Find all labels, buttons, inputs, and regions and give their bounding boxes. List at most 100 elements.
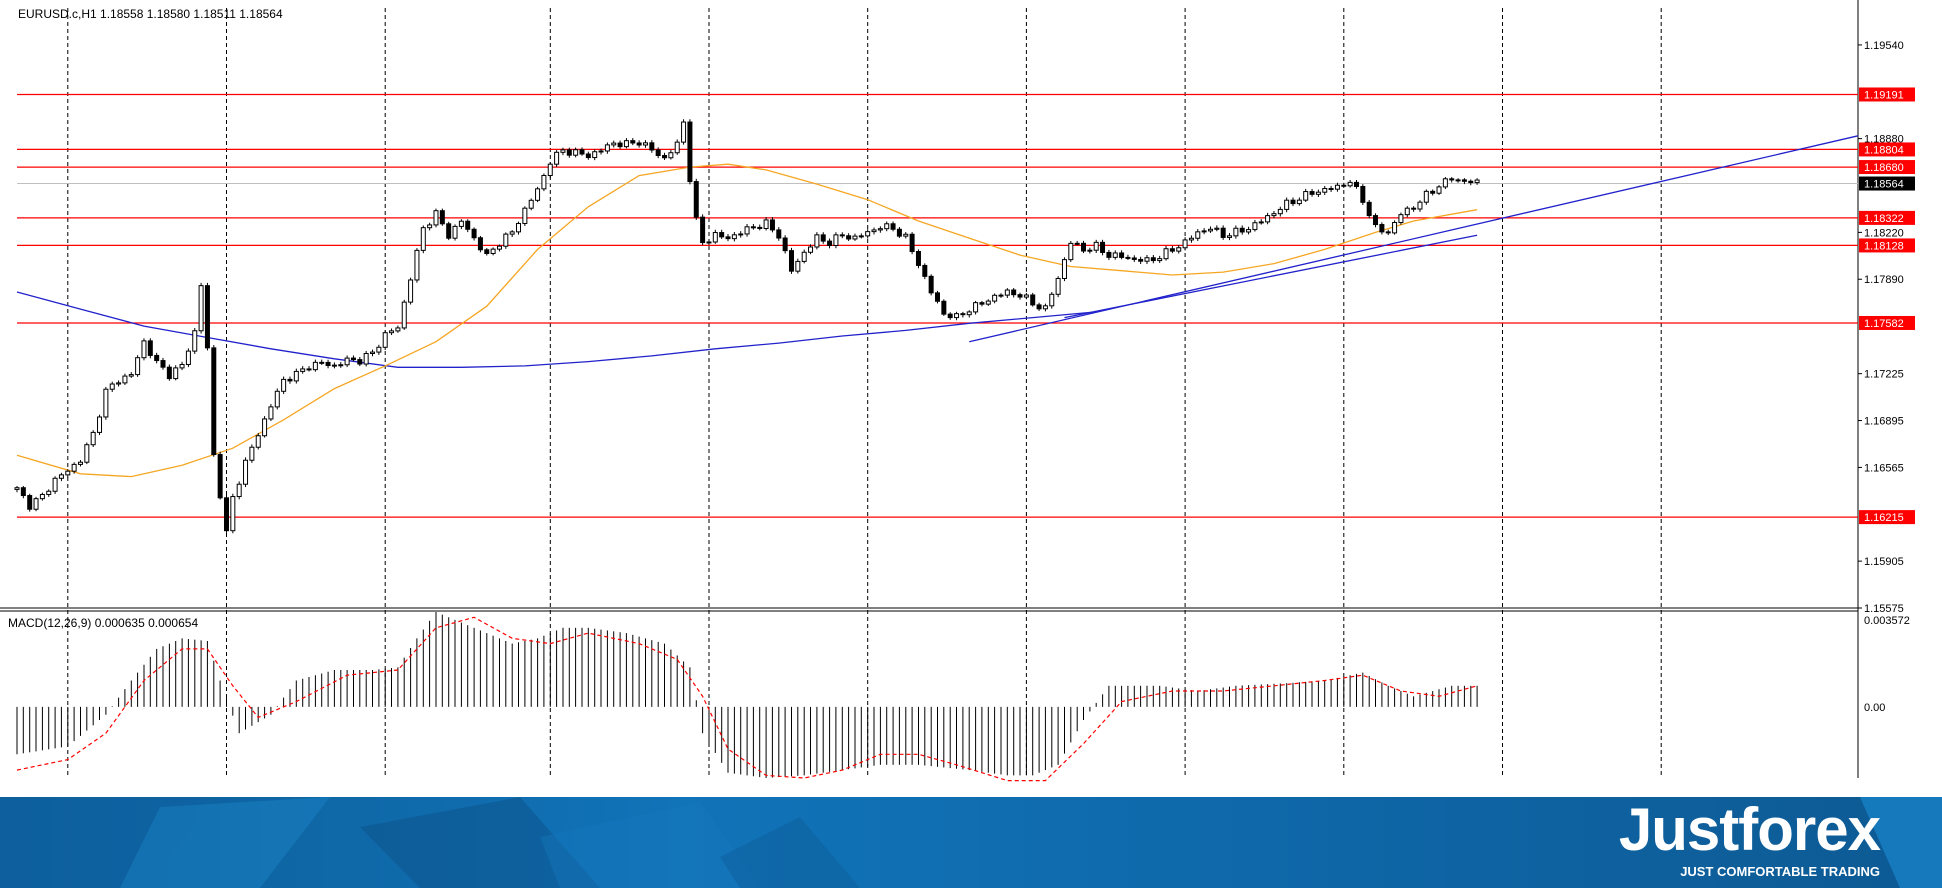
price-tick-label: 1.15575 xyxy=(1864,603,1904,615)
candle-body xyxy=(1404,207,1410,216)
candle-body xyxy=(1277,208,1283,215)
candle-body xyxy=(204,285,210,349)
candle-body xyxy=(293,370,299,382)
candle-body xyxy=(687,121,693,183)
candle-body xyxy=(1017,294,1023,298)
candle-body xyxy=(954,313,960,319)
candle-body xyxy=(1106,251,1112,258)
level-tag-label: 1.18128 xyxy=(1864,240,1904,252)
candle-body xyxy=(1195,231,1201,239)
candle-body xyxy=(1296,199,1302,205)
candle-body xyxy=(915,251,921,266)
level-tag-label: 1.18680 xyxy=(1864,162,1904,174)
candle-body xyxy=(528,199,534,209)
candle-body xyxy=(249,446,255,461)
candle-body xyxy=(827,240,833,246)
candle-body xyxy=(1417,201,1423,210)
candle-body xyxy=(1265,215,1271,223)
candle-body xyxy=(1131,257,1137,260)
candle-body xyxy=(363,352,369,365)
candle-body xyxy=(1411,207,1417,210)
candle-body xyxy=(90,431,96,446)
candle-body xyxy=(1398,214,1404,224)
candle-body xyxy=(1068,242,1074,261)
candle-body xyxy=(1119,252,1125,258)
candle-body xyxy=(173,367,179,380)
macd-pane xyxy=(0,612,1858,778)
candle-body xyxy=(1271,213,1277,217)
candle-body xyxy=(1176,247,1182,252)
level-tag-label: 1.18804 xyxy=(1864,144,1904,156)
candle-body xyxy=(935,292,940,302)
candle-body xyxy=(865,231,871,237)
macd-tick-label: 0.00 xyxy=(1864,702,1885,714)
candle-body xyxy=(649,142,655,151)
candle-body xyxy=(554,151,560,165)
candle-body xyxy=(706,241,712,244)
candle-body xyxy=(1341,184,1347,187)
candle-body xyxy=(1360,185,1366,203)
candle-body xyxy=(147,340,153,356)
candle-body xyxy=(738,233,744,236)
candle-body xyxy=(1246,229,1252,233)
candle-body xyxy=(655,149,661,157)
candle-body xyxy=(839,234,845,237)
candle-body xyxy=(160,360,166,368)
candle-body xyxy=(1214,227,1220,230)
candle-body xyxy=(1315,191,1321,195)
level-tag xyxy=(1859,238,1915,253)
candle-body xyxy=(1303,191,1309,201)
level-tag xyxy=(1859,210,1915,225)
candle-body xyxy=(1252,222,1258,231)
candle-body xyxy=(744,226,750,235)
candle-body xyxy=(1055,277,1061,295)
candle-body xyxy=(77,461,83,465)
candle-body xyxy=(33,498,39,510)
candle-body xyxy=(477,237,483,251)
candle-body xyxy=(1049,293,1055,307)
candle-body xyxy=(376,346,382,353)
candle-body xyxy=(662,155,668,159)
candle-body xyxy=(1373,215,1379,226)
candle-body xyxy=(1461,179,1467,182)
candle-body xyxy=(1042,305,1048,310)
candle-body xyxy=(604,144,610,152)
candle-body xyxy=(992,294,998,302)
candle-body xyxy=(217,454,223,499)
candle-body xyxy=(1423,190,1429,203)
candle-body xyxy=(401,301,407,329)
symbol-header: EURUSD.c,H1 1.18558 1.18580 1.18511 1.18… xyxy=(18,7,283,21)
candle-body xyxy=(52,477,58,492)
candle-body xyxy=(1138,258,1144,262)
candle-body xyxy=(820,234,826,242)
candle-body xyxy=(287,378,293,382)
justforex-logo: Justforex xyxy=(1618,796,1881,863)
candle-body xyxy=(973,302,979,313)
candle-body xyxy=(522,207,528,224)
candle-body xyxy=(846,235,852,240)
candle-body xyxy=(370,351,376,354)
candle-body xyxy=(941,300,947,315)
candle-body xyxy=(458,220,464,227)
candle-body xyxy=(408,279,414,303)
candle-body xyxy=(389,330,395,334)
candle-body xyxy=(611,142,617,146)
candle-body xyxy=(998,294,1004,297)
candle-body xyxy=(960,313,966,316)
candle-body xyxy=(1334,184,1340,190)
candle-body xyxy=(769,219,775,231)
candle-body xyxy=(1004,289,1010,296)
candle-body xyxy=(674,141,680,154)
level-tag xyxy=(1859,510,1915,525)
candle-body xyxy=(560,149,566,153)
candle-body xyxy=(1011,289,1017,296)
candle-body xyxy=(14,487,20,490)
candle-body xyxy=(39,493,45,500)
candle-body xyxy=(465,220,471,230)
candle-body xyxy=(446,223,452,239)
candle-body xyxy=(966,311,972,316)
candle-body xyxy=(1061,259,1067,279)
candle-body xyxy=(20,487,26,497)
